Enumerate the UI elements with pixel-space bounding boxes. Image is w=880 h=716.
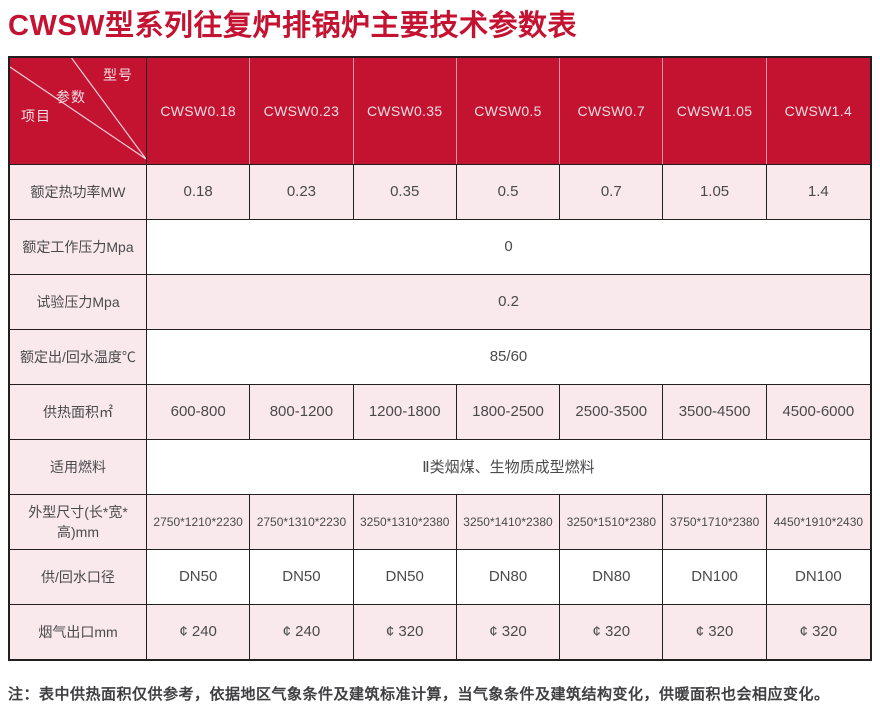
row-value-cell: 3250*1410*2380 [456,494,561,549]
row-value-cell: ¢ 320 [766,604,870,659]
row-value-cell: 1200-1800 [353,384,457,439]
table-row: 烟气出口mm ¢ 240 ¢ 240 ¢ 320 ¢ 320 ¢ 320 ¢ 320 ¢ 32… [10,603,870,659]
table-row: 额定热功率MW 0.18 0.23 0.35 0.5 0.7 1.05 1.4 [10,163,870,219]
table-row: 供热面积㎡ 600-800 800-1200 1200-1800 1800-2500 25… [10,383,870,439]
row-value-cell: 1.05 [663,164,767,219]
row-value-cell: 4500-6000 [766,384,870,439]
row-value-cell: 600-800 [147,384,251,439]
row-value-cell: 2500-3500 [560,384,664,439]
row-value-cell: DN50 [353,549,457,604]
row-label: 适用燃料 [10,439,147,494]
row-label: 供/回水口径 [10,549,147,604]
model-header-cell: CWSW0.5 [457,57,561,164]
row-label: 外型尺寸(长*宽*高)mm [10,494,147,549]
model-header-cell: CWSW0.35 [354,57,457,164]
page-title: CWSW型系列往复炉排锅炉主要技术参数表 [8,10,578,42]
table-row: 外型尺寸(长*宽*高)mm 2750*1210*2230 2750*1310*223… [10,493,870,549]
table-row: 额定出/回水温度℃ 85/60 [10,328,870,384]
row-value-cell: DN50 [147,549,251,604]
row-label: 额定出/回水温度℃ [10,329,147,384]
row-value-cell: 1.4 [766,164,870,219]
row-label: 额定热功率MW [10,164,147,219]
row-label: 额定工作压力Mpa [10,219,147,274]
row-value-cell: ¢ 320 [663,604,767,659]
table-row: 适用燃料 Ⅱ类烟煤、生物质成型燃料 [10,438,870,494]
footnote: 注：表中供热面积仅供参考，依据地区气象条件及建筑标准计算，当气象条件及建筑结构变… [8,685,830,703]
row-value-cell: ¢ 240 [147,604,251,659]
row-value-cell: 2750*1210*2230 [147,494,251,549]
row-value-cell: ¢ 320 [560,604,664,659]
spec-table: 型号 参数 项目 CWSW0.18 CWSW0.23 CWSW0.35 CWSW0.5… [8,55,872,661]
row-value-cell: 0.23 [250,164,354,219]
row-value-cell: 0.35 [353,164,457,219]
row-value-cell: DN50 [250,549,354,604]
corner-item-label: 项目 [21,107,51,124]
row-value-cell: ¢ 320 [456,604,561,659]
row-value-cell: 0.18 [147,164,251,219]
table-row: 额定工作压力Mpa 0 [10,218,870,274]
row-value-cell: 1800-2500 [456,384,561,439]
row-value-cell: 3250*1310*2380 [353,494,457,549]
row-span-value: 0 [147,219,870,274]
row-value-cell: 800-1200 [250,384,354,439]
model-header-cell: CWSW0.18 [147,57,251,164]
model-header-cell: CWSW0.7 [560,57,664,164]
row-span-value: Ⅱ类烟煤、生物质成型燃料 [147,439,870,494]
row-value-cell: 4450*1910*2430 [766,494,870,549]
row-value-cell: ¢ 320 [353,604,457,659]
table-row: 供/回水口径 DN50 DN50 DN50 DN80 DN80 DN100 DN100 [10,548,870,604]
model-header-cell: CWSW1.4 [784,102,853,119]
row-label: 试验压力Mpa [10,274,147,329]
corner-param-label: 参数 [56,88,86,105]
row-span-value: 85/60 [147,329,870,384]
row-value-cell: 0.7 [560,164,664,219]
row-value-cell: 2750*1310*2230 [250,494,354,549]
row-value-cell: ¢ 240 [250,604,354,659]
row-value-cell: 3250*1510*2380 [560,494,664,549]
model-header-cell: CWSW1.05 [663,57,767,164]
row-value-cell: DN80 [560,549,664,604]
row-label: 供热面积㎡ [10,384,147,439]
row-value-cell: DN100 [663,549,767,604]
row-value-cell: 3750*1710*2380 [663,494,767,549]
row-span-value: 0.2 [147,274,870,329]
row-value-cell: 0.5 [456,164,561,219]
row-label: 烟气出口mm [10,604,147,659]
row-value-cell: 3500-4500 [663,384,767,439]
diagonal-corner-cell: 型号 参数 项目 [10,57,147,164]
row-value-cell: DN80 [456,549,561,604]
diagonal-lines-icon [10,58,146,164]
model-header-cell: CWSW0.23 [250,57,354,164]
table-header-row: 型号 参数 项目 CWSW0.18 CWSW0.23 CWSW0.35 CWSW0.5… [10,57,870,164]
table-row: 试验压力Mpa 0.2 [10,273,870,329]
corner-model-label: 型号 [103,66,133,83]
row-value-cell: DN100 [766,549,870,604]
